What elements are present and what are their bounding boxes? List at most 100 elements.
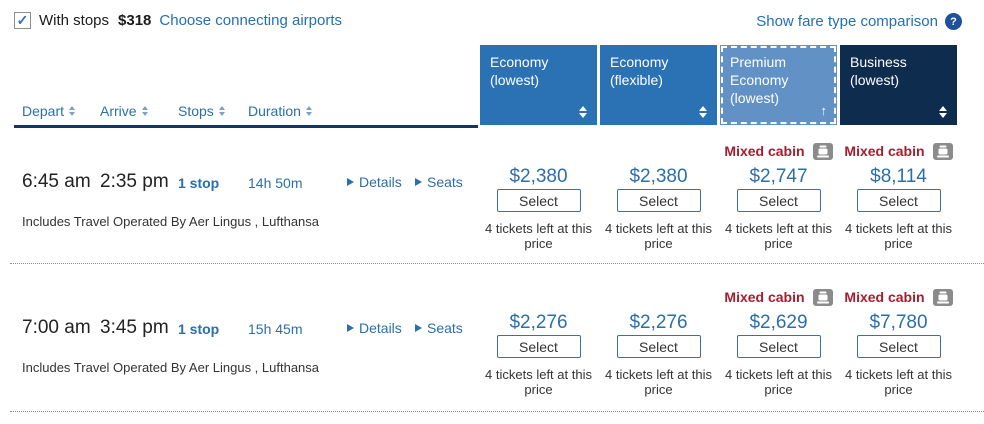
with-stops-checkbox[interactable]: ✓ xyxy=(14,12,31,29)
fare-cell-economy-flexible: $2,276 Select 4 tickets left at this pri… xyxy=(600,276,717,397)
tickets-left-note: 4 tickets left at this price xyxy=(725,221,832,251)
seat-icon[interactable] xyxy=(812,142,833,160)
column-header-label: Duration xyxy=(248,103,301,119)
column-header-arrive[interactable]: Arrive xyxy=(100,103,148,119)
seats-link[interactable]: Seats xyxy=(415,174,463,190)
sort-icon xyxy=(141,106,148,116)
seat-icon[interactable] xyxy=(812,288,833,306)
select-button[interactable]: Select xyxy=(616,189,701,212)
column-header-label: Economy (flexible) xyxy=(610,54,669,88)
fare-cell-premium-economy: Mixed cabin $2,629 Select 4 tickets left… xyxy=(720,276,837,397)
checkmark-icon: ✓ xyxy=(16,11,29,28)
tickets-left-note: 4 tickets left at this price xyxy=(845,367,952,397)
tickets-left-note: 4 tickets left at this price xyxy=(605,221,712,251)
sort-ascending-icon: ↑ xyxy=(820,103,828,118)
choose-connecting-airports-link[interactable]: Choose connecting airports xyxy=(159,12,343,29)
column-header-premium-economy-lowest[interactable]: Premium Economy (lowest) ↑ xyxy=(720,45,837,125)
column-header-label: Stops xyxy=(178,103,214,119)
sort-icon xyxy=(939,106,947,118)
seats-link[interactable]: Seats xyxy=(415,320,463,336)
fare-price: $2,629 xyxy=(749,312,808,333)
fare-price: $7,780 xyxy=(869,312,928,333)
column-header-economy-lowest[interactable]: Economy (lowest) xyxy=(480,45,597,125)
fare-cell-economy-flexible: $2,380 Select 4 tickets left at this pri… xyxy=(600,130,717,251)
fare-price: $2,276 xyxy=(509,312,568,333)
column-header-stops[interactable]: Stops xyxy=(178,103,225,119)
column-header-label: Premium Economy (lowest) xyxy=(730,54,789,106)
mixed-cabin-label: Mixed cabin xyxy=(844,289,925,305)
details-label: Details xyxy=(359,320,402,336)
fare-price: $2,380 xyxy=(629,166,688,187)
arrow-right-icon xyxy=(347,178,354,186)
column-header-economy-flexible[interactable]: Economy (flexible) xyxy=(600,45,717,125)
with-stops-price: $318 xyxy=(118,12,152,29)
column-header-label: Depart xyxy=(22,103,65,119)
fare-cell-business: Mixed cabin $7,780 Select 4 tickets left… xyxy=(840,276,957,397)
fare-price: $8,114 xyxy=(870,166,927,187)
fare-comparison-bar: Show fare type comparison ? xyxy=(756,13,962,30)
fare-cell-economy-lowest: $2,276 Select 4 tickets left at this pri… xyxy=(480,276,597,397)
arrow-right-icon xyxy=(415,324,422,332)
sort-icon xyxy=(218,106,225,116)
arrow-right-icon xyxy=(347,324,354,332)
duration: 14h 50m xyxy=(248,175,303,191)
depart-time: 7:00 am xyxy=(22,317,91,338)
mixed-cabin-label: Mixed cabin xyxy=(724,289,805,305)
row-divider xyxy=(10,263,984,264)
column-header-depart[interactable]: Depart xyxy=(22,103,76,119)
seat-icon[interactable] xyxy=(932,288,953,306)
fare-cell-economy-lowest: $2,380 Select 4 tickets left at this pri… xyxy=(480,130,597,251)
help-icon[interactable]: ? xyxy=(945,13,962,30)
with-stops-label: With stops xyxy=(39,12,110,29)
tickets-left-note: 4 tickets left at this price xyxy=(845,221,952,251)
column-header-label: Arrive xyxy=(100,103,137,119)
sort-icon xyxy=(579,106,587,118)
seats-label: Seats xyxy=(427,320,463,336)
arrive-time: 3:45 pm xyxy=(100,317,169,338)
tickets-left-note: 4 tickets left at this price xyxy=(485,367,592,397)
arrive-time: 2:35 pm xyxy=(100,171,169,192)
fare-cell-premium-economy: Mixed cabin $2,747 Select 4 tickets left… xyxy=(720,130,837,251)
stops-link[interactable]: 1 stop xyxy=(178,321,220,337)
column-header-label: Economy (lowest) xyxy=(490,54,549,88)
select-button[interactable]: Select xyxy=(616,335,701,358)
fare-price: $2,747 xyxy=(749,166,808,187)
select-button[interactable]: Select xyxy=(496,189,581,212)
stops-link[interactable]: 1 stop xyxy=(178,175,220,191)
select-button[interactable]: Select xyxy=(856,189,941,212)
flight-row: 6:45 am 2:35 pm 1 stop 14h 50m Details S… xyxy=(0,130,984,264)
operated-by-note: Includes Travel Operated By Aer Lingus ,… xyxy=(22,214,320,229)
header-underline xyxy=(14,125,478,128)
fare-cell-business: Mixed cabin $8,114 Select 4 tickets left… xyxy=(840,130,957,251)
duration: 15h 45m xyxy=(248,321,303,337)
select-button[interactable]: Select xyxy=(736,335,821,358)
sort-icon xyxy=(305,106,312,116)
select-button[interactable]: Select xyxy=(856,335,941,358)
stops-filter-bar: ✓ With stops $318 Choose connecting airp… xyxy=(14,12,342,29)
select-button[interactable]: Select xyxy=(496,335,581,358)
sort-icon xyxy=(69,106,76,116)
column-header-business-lowest[interactable]: Business (lowest) xyxy=(840,45,957,125)
tickets-left-note: 4 tickets left at this price xyxy=(605,367,712,397)
show-fare-type-comparison-link[interactable]: Show fare type comparison xyxy=(756,13,938,30)
details-link[interactable]: Details xyxy=(347,320,402,336)
depart-time: 6:45 am xyxy=(22,171,91,192)
column-header-label: Business (lowest) xyxy=(850,54,907,88)
tickets-left-note: 4 tickets left at this price xyxy=(485,221,592,251)
sort-icon xyxy=(699,106,707,118)
fare-price: $2,276 xyxy=(629,312,688,333)
tickets-left-note: 4 tickets left at this price xyxy=(725,367,832,397)
column-header-duration[interactable]: Duration xyxy=(248,103,312,119)
fare-price: $2,380 xyxy=(509,166,568,187)
operated-by-note: Includes Travel Operated By Aer Lingus ,… xyxy=(22,360,320,375)
seats-label: Seats xyxy=(427,174,463,190)
mixed-cabin-label: Mixed cabin xyxy=(724,143,805,159)
details-label: Details xyxy=(359,174,402,190)
seat-icon[interactable] xyxy=(932,142,953,160)
row-divider xyxy=(10,411,984,412)
details-link[interactable]: Details xyxy=(347,174,402,190)
mixed-cabin-label: Mixed cabin xyxy=(844,143,925,159)
flight-row: 7:00 am 3:45 pm 1 stop 15h 45m Details S… xyxy=(0,276,984,412)
select-button[interactable]: Select xyxy=(736,189,821,212)
